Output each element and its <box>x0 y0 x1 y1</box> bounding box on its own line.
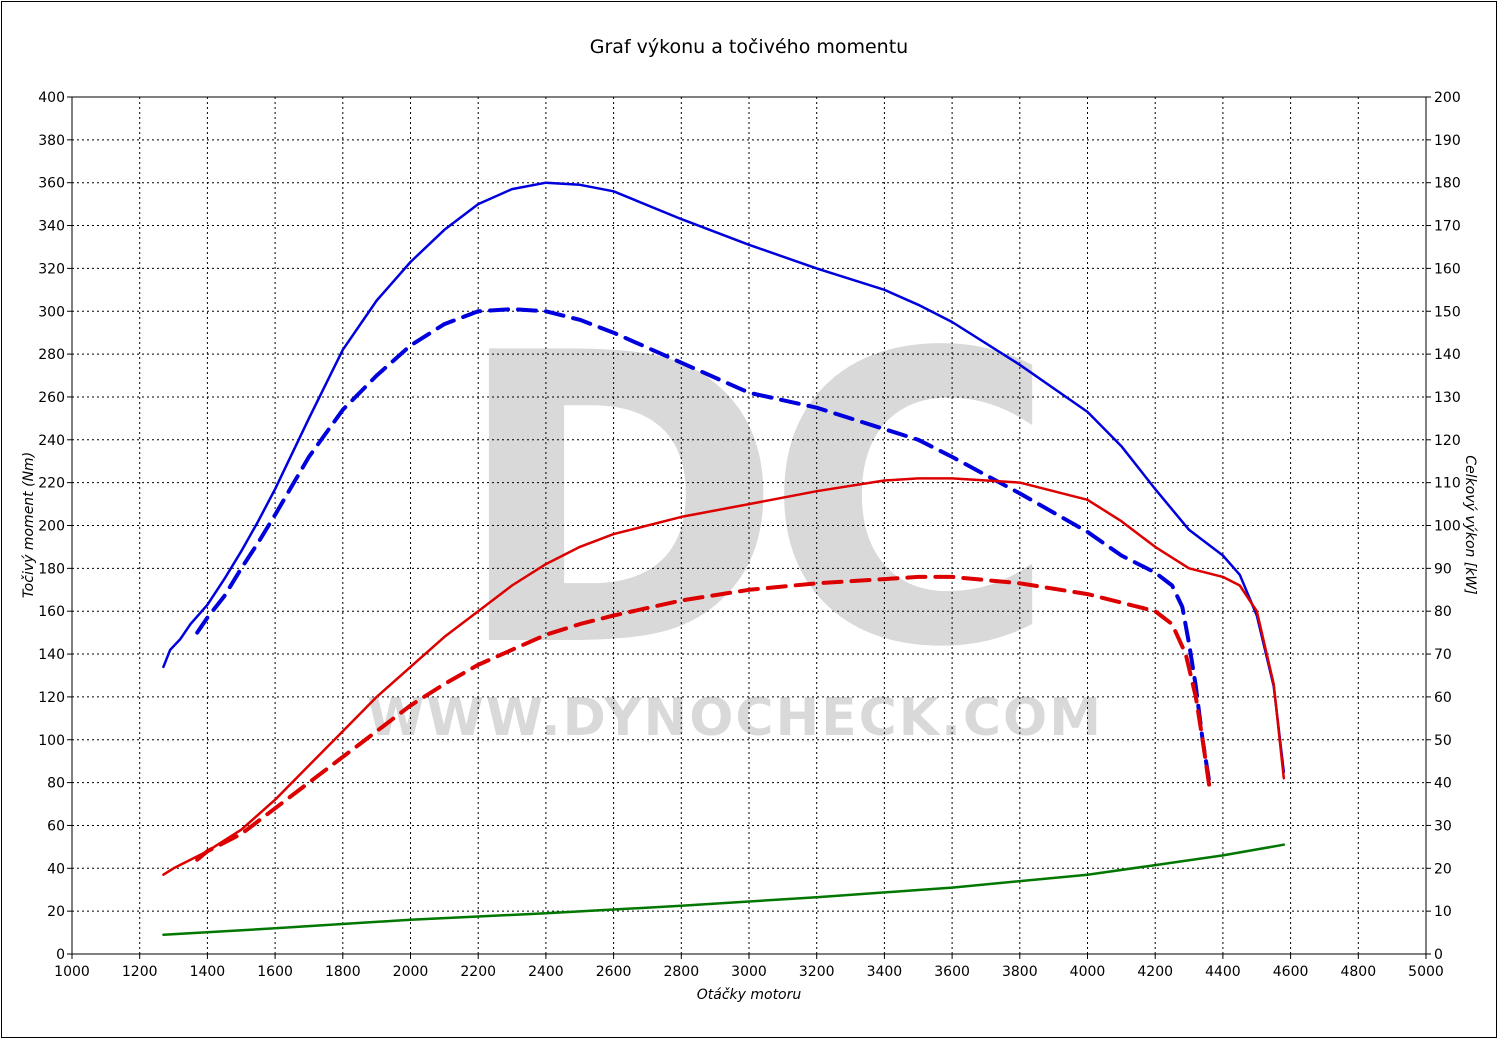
right-tick-label: 190 <box>1434 133 1461 149</box>
x-tick-label: 2800 <box>663 964 699 980</box>
x-tick-label: 1400 <box>190 964 226 980</box>
left-tick-label: 120 <box>38 690 65 706</box>
left-tick-label: 100 <box>38 733 65 749</box>
right-axis-label: Celkový výkon [kW] <box>1462 455 1478 594</box>
right-tick-label: 140 <box>1434 347 1461 363</box>
right-tick-label: 30 <box>1434 818 1452 834</box>
x-tick-label: 2600 <box>596 964 632 980</box>
loss-curve-line <box>162 843 1286 936</box>
left-tick-label: 20 <box>47 904 65 920</box>
x-tick-label: 3400 <box>867 964 903 980</box>
left-axis-ticks: 0 20 40 60 80 100 120 140 160 180 200 220 240 260 280 3… <box>38 90 72 963</box>
right-tick-label: 130 <box>1434 390 1461 406</box>
right-tick-label: 160 <box>1434 261 1461 277</box>
x-tick-label: 3800 <box>1002 964 1038 980</box>
right-tick-label: 200 <box>1434 90 1461 106</box>
torque-tuned-line <box>162 181 1286 774</box>
right-tick-label: 100 <box>1434 519 1461 535</box>
left-tick-label: 0 <box>56 947 65 963</box>
right-tick-label: 0 <box>1434 947 1443 963</box>
right-tick-label: 70 <box>1434 647 1452 663</box>
right-axis-ticks: 0 10 20 30 40 50 60 70 80 90 100 110 120 130 140 150 160… <box>1426 90 1461 963</box>
x-tick-label: 2200 <box>460 964 496 980</box>
right-tick-label: 20 <box>1434 861 1452 877</box>
right-tick-label: 60 <box>1434 690 1452 706</box>
x-tick-label: 1200 <box>122 964 158 980</box>
right-tick-label: 170 <box>1434 219 1461 235</box>
x-tick-label: 1800 <box>325 964 361 980</box>
left-tick-label: 40 <box>47 861 65 877</box>
left-tick-label: 220 <box>38 476 65 492</box>
left-tick-label: 260 <box>38 390 65 406</box>
left-tick-label: 380 <box>38 133 65 149</box>
right-tick-label: 40 <box>1434 776 1452 792</box>
x-tick-label: 3600 <box>934 964 970 980</box>
x-tick-label: 2400 <box>528 964 564 980</box>
power-tuned-line <box>162 477 1286 876</box>
right-tick-label: 80 <box>1434 604 1452 620</box>
right-tick-label: 50 <box>1434 733 1452 749</box>
x-tick-label: 3200 <box>799 964 835 980</box>
left-tick-label: 300 <box>38 304 65 320</box>
left-tick-label: 180 <box>38 561 65 577</box>
watermark-url: WWW.DYNOCHECK.COM <box>367 688 1103 748</box>
left-tick-label: 360 <box>38 176 65 192</box>
left-tick-label: 400 <box>38 90 65 106</box>
left-tick-label: 160 <box>38 604 65 620</box>
left-tick-label: 140 <box>38 647 65 663</box>
watermark-logo: DC <box>452 270 1038 735</box>
grid-lines <box>72 97 1426 954</box>
data-series <box>162 181 1286 936</box>
x-tick-label: 1600 <box>257 964 293 980</box>
dynocheck-watermark: DC WWW.DYNOCHECK.COM <box>367 270 1103 748</box>
right-tick-label: 110 <box>1434 476 1461 492</box>
x-tick-label: 1000 <box>54 964 90 980</box>
x-axis-label: Otáčky motoru <box>697 987 802 1003</box>
left-tick-label: 60 <box>47 818 65 834</box>
left-tick-label: 320 <box>38 261 65 277</box>
left-tick-label: 80 <box>47 776 65 792</box>
x-tick-label: 4800 <box>1340 964 1376 980</box>
right-tick-label: 90 <box>1434 561 1452 577</box>
x-tick-label: 5000 <box>1408 964 1444 980</box>
x-tick-label: 4200 <box>1137 964 1173 980</box>
left-tick-label: 200 <box>38 519 65 535</box>
x-tick-label: 4000 <box>1070 964 1106 980</box>
right-tick-label: 150 <box>1434 304 1461 320</box>
left-tick-label: 340 <box>38 219 65 235</box>
x-tick-label: 3000 <box>731 964 767 980</box>
x-tick-label: 2000 <box>393 964 429 980</box>
power-stock-line <box>195 574 1212 862</box>
right-tick-label: 180 <box>1434 176 1461 192</box>
x-tick-label: 4400 <box>1205 964 1241 980</box>
torque-stock-line <box>195 307 1212 785</box>
x-axis-ticks: 1000 1200 1400 1600 1800 2000 2200 2400 2600 2800… <box>54 954 1444 980</box>
left-axis-label: Točivý moment (Nm) <box>21 452 37 598</box>
x-tick-label: 4600 <box>1273 964 1309 980</box>
right-tick-label: 10 <box>1434 904 1452 920</box>
left-tick-label: 240 <box>38 433 65 449</box>
left-tick-label: 280 <box>38 347 65 363</box>
right-tick-label: 120 <box>1434 433 1461 449</box>
chart-title: Graf výkonu a točivého momentu <box>590 36 908 58</box>
